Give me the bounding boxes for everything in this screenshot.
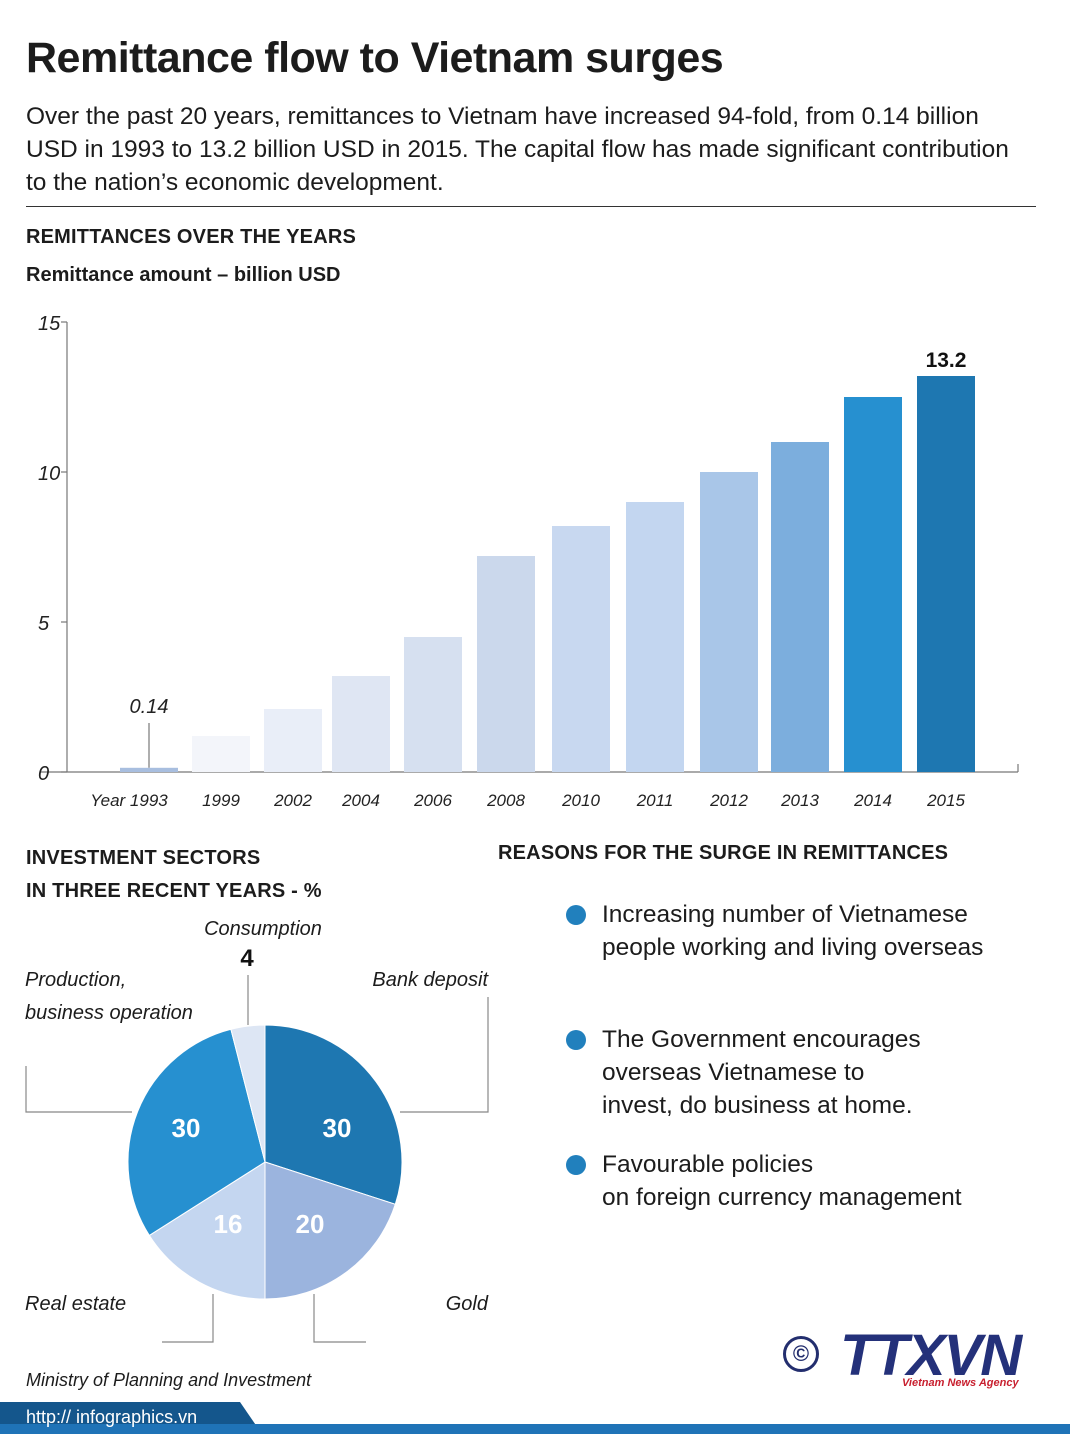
x-tick-label: 2006 bbox=[413, 791, 452, 810]
pie-leader-line bbox=[162, 1294, 214, 1343]
pie-category-label: Bank deposit bbox=[372, 969, 489, 991]
data-label: 13.2 bbox=[926, 349, 967, 372]
ttxvn-logo: TTXVN bbox=[840, 1323, 1022, 1388]
bar bbox=[264, 709, 322, 772]
x-tick-label: 2014 bbox=[853, 791, 892, 810]
y-tick-label: 15 bbox=[38, 313, 61, 335]
x-tick-label: 2010 bbox=[561, 791, 600, 810]
investment-heading-line2: IN THREE RECENT YEARS - % bbox=[26, 880, 322, 902]
bar bbox=[404, 637, 462, 772]
investment-heading: INVESTMENT SECTORS IN THREE RECENT YEARS… bbox=[26, 842, 322, 908]
pie-slice bbox=[148, 1161, 266, 1300]
copyright-icon: © bbox=[783, 1336, 819, 1372]
remittance-bar-chart: 0 5 10 15 Year 1993 1999 2002 2004 2006 2008 2010 2… bbox=[38, 313, 1019, 810]
pie-category-label: Consumption bbox=[204, 918, 322, 940]
pie-value-label: 16 bbox=[214, 1209, 243, 1239]
x-tick-label: 2015 bbox=[926, 791, 965, 810]
pie-slice bbox=[264, 1161, 396, 1300]
pie-slice bbox=[127, 1028, 266, 1237]
pie-value-label: 30 bbox=[323, 1113, 352, 1143]
bullet-dot-icon bbox=[566, 905, 586, 925]
pie-leader-line bbox=[400, 997, 489, 1113]
y-tick-label: 5 bbox=[38, 613, 50, 635]
pie-leader-line bbox=[25, 1066, 132, 1113]
pie-labels: 30 20 16 30 4 Consumption Bank deposit Producti… bbox=[25, 918, 489, 1315]
pie-value-label: 4 bbox=[240, 945, 254, 972]
pie-category-label: Gold bbox=[446, 1293, 489, 1315]
bar bbox=[332, 676, 390, 772]
x-tick-label: 2004 bbox=[341, 791, 380, 810]
bar bbox=[917, 376, 975, 772]
footer-stripe bbox=[0, 1424, 1070, 1434]
investment-pie-chart: 30 20 16 30 4 Consumption Bank deposit Producti… bbox=[25, 918, 489, 1343]
footer-url-link[interactable]: http:// infographics.vn bbox=[26, 1407, 198, 1427]
pie-slices bbox=[127, 1024, 403, 1300]
pie-leader-line bbox=[313, 1294, 366, 1343]
bullet-dot-icon bbox=[566, 1030, 586, 1050]
x-tick-label: 2011 bbox=[636, 791, 674, 810]
bar bbox=[700, 472, 758, 772]
reason-item: Favourable policies on foreign currency … bbox=[566, 1148, 1046, 1214]
pie-slice bbox=[230, 1024, 266, 1163]
pie-value-label: 20 bbox=[296, 1209, 325, 1239]
reason-text: The Government encourages overseas Vietn… bbox=[602, 1026, 921, 1119]
y-tick-label: 10 bbox=[38, 463, 60, 485]
pie-value-label: 30 bbox=[172, 1113, 201, 1143]
intro-paragraph: Over the past 20 years, remittances to V… bbox=[26, 103, 1009, 196]
bar bbox=[844, 397, 902, 772]
reasons-heading: REASONS FOR THE SURGE IN REMITTANCES bbox=[498, 842, 949, 864]
reason-item: Increasing number of Vietnamese people w… bbox=[566, 898, 1046, 964]
bar bbox=[120, 767, 178, 772]
bar bbox=[626, 502, 684, 772]
section-divider bbox=[26, 206, 1036, 207]
pie-category-label: Real estate bbox=[25, 1293, 126, 1315]
reason-text: Increasing number of Vietnamese people w… bbox=[602, 901, 984, 961]
data-label: 0.14 bbox=[130, 696, 169, 718]
y-tick-label: 0 bbox=[38, 763, 49, 785]
page-title: Remittance flow to Vietnam surges bbox=[26, 34, 724, 82]
bar bbox=[552, 526, 610, 772]
logo-subtitle: Vietnam News Agency bbox=[902, 1377, 1019, 1389]
pie-leader-lines bbox=[25, 975, 489, 1343]
source-note: Ministry of Planning and Investment bbox=[26, 1370, 312, 1390]
x-tick-label: 1999 bbox=[202, 791, 240, 810]
footer-bar bbox=[0, 1402, 1070, 1434]
bar bbox=[771, 442, 829, 772]
pie-slice bbox=[264, 1024, 403, 1205]
x-tick-label: 2013 bbox=[780, 791, 819, 810]
reason-text: Favourable policies on foreign currency … bbox=[602, 1151, 962, 1211]
bar-chart-unit-label: Remittance amount – billion USD bbox=[26, 264, 341, 286]
x-tick-label: 2002 bbox=[273, 791, 312, 810]
pie-category-label: business operation bbox=[25, 1002, 193, 1024]
x-tick-label: Year 1993 bbox=[90, 791, 168, 810]
x-tick-label: 2012 bbox=[709, 791, 748, 810]
bar-chart-labels: 0 5 10 15 Year 1993 1999 2002 2004 2006 2008 2010 2… bbox=[38, 313, 966, 810]
bar-chart-bars bbox=[120, 376, 975, 772]
x-tick-label: 2008 bbox=[486, 791, 525, 810]
bullet-dot-icon bbox=[566, 1155, 586, 1175]
pie-category-label: Production, bbox=[25, 969, 126, 991]
investment-heading-line1: INVESTMENT SECTORS bbox=[26, 847, 261, 869]
reason-item: The Government encourages overseas Vietn… bbox=[566, 1023, 1046, 1122]
bar bbox=[477, 556, 535, 772]
bar-chart-heading: REMITTANCES OVER THE YEARS bbox=[26, 226, 357, 248]
bar bbox=[192, 736, 250, 772]
